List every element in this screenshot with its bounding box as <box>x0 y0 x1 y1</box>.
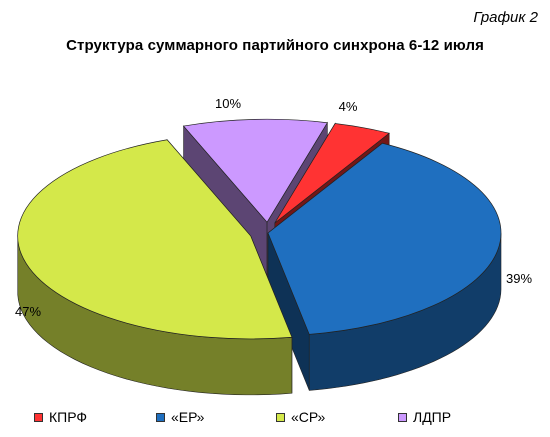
pie-slices <box>17 118 502 340</box>
data-label-kprf: 4% <box>339 99 358 114</box>
chart-title: Структура суммарного партийного синхрона… <box>66 37 484 54</box>
legend-swatch-ldpr <box>398 412 407 422</box>
data-label-ldpr: 10% <box>215 96 241 111</box>
legend-item-sr: «СР» <box>276 409 325 425</box>
figure-label: График 2 <box>473 9 538 26</box>
legend-swatch-sr <box>276 412 285 422</box>
legend-swatch-er <box>156 412 165 422</box>
legend-label-kprf: КПРФ <box>49 409 88 425</box>
legend-label-ldpr: ЛДПР <box>413 409 452 425</box>
chart-legend: КПРФ «ЕР» «СР» ЛДПР <box>34 409 534 431</box>
legend-swatch-kprf <box>34 412 43 422</box>
legend-item-er: «ЕР» <box>156 409 204 425</box>
legend-label-sr: «СР» <box>291 409 326 425</box>
pie-labels: 4% 39% 47% 10% <box>15 96 532 319</box>
legend-item-ldpr: ЛДПР <box>398 409 451 425</box>
data-label-er: 39% <box>506 271 532 286</box>
slice-sr <box>17 139 293 340</box>
slice-er <box>267 142 502 335</box>
slice-kprf <box>274 123 390 224</box>
slice-ldpr <box>182 118 328 223</box>
legend-label-er: «ЕР» <box>171 409 205 425</box>
data-label-sr: 47% <box>15 304 41 319</box>
legend-item-kprf: КПРФ <box>34 409 87 425</box>
